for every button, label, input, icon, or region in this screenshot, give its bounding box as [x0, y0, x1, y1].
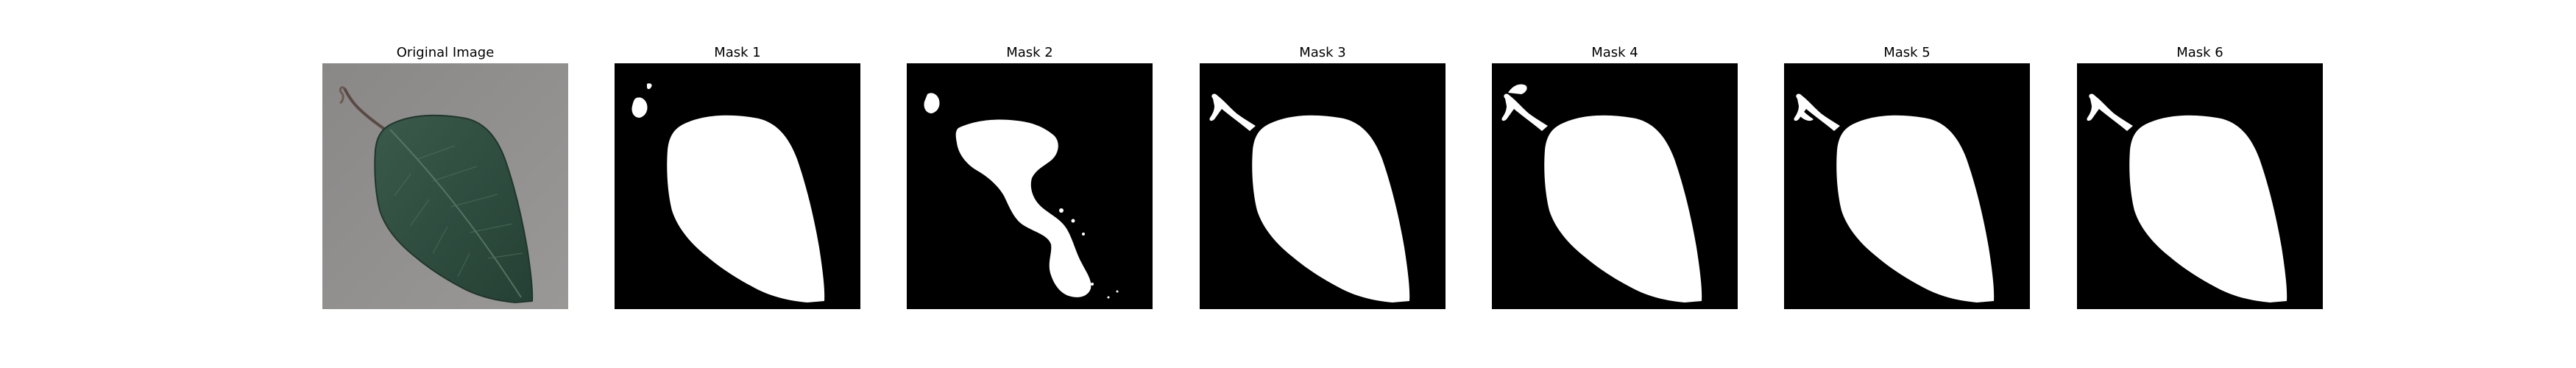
panel-title: Mask 4 — [1591, 45, 1638, 60]
panel-mask-1: Mask 1 — [615, 46, 860, 311]
panel-mask-4: Mask 4 — [1492, 46, 1738, 311]
mask-3-image — [1200, 63, 1446, 309]
panel-mask-5: Mask 5 — [1784, 46, 2030, 311]
mask-6-image — [2077, 63, 2323, 309]
panel-title: Original Image — [396, 45, 495, 60]
panel-title: Mask 1 — [714, 45, 761, 60]
panel-original-image: Original Image — [322, 46, 568, 311]
mask-1-image — [615, 63, 860, 309]
panel-mask-3: Mask 3 — [1200, 46, 1446, 311]
panel-title: Mask 6 — [2176, 45, 2223, 60]
panel-mask-2: Mask 2 — [907, 46, 1153, 311]
mask-4-image — [1492, 63, 1738, 309]
panel-title: Mask 3 — [1299, 45, 1346, 60]
original-leaf-photo — [322, 63, 568, 309]
mask-5-image — [1784, 63, 2030, 309]
mask-2-image — [907, 63, 1153, 309]
panel-title: Mask 5 — [1883, 45, 1931, 60]
panel-mask-6: Mask 6 — [2077, 46, 2323, 311]
panel-title: Mask 2 — [1006, 45, 1053, 60]
